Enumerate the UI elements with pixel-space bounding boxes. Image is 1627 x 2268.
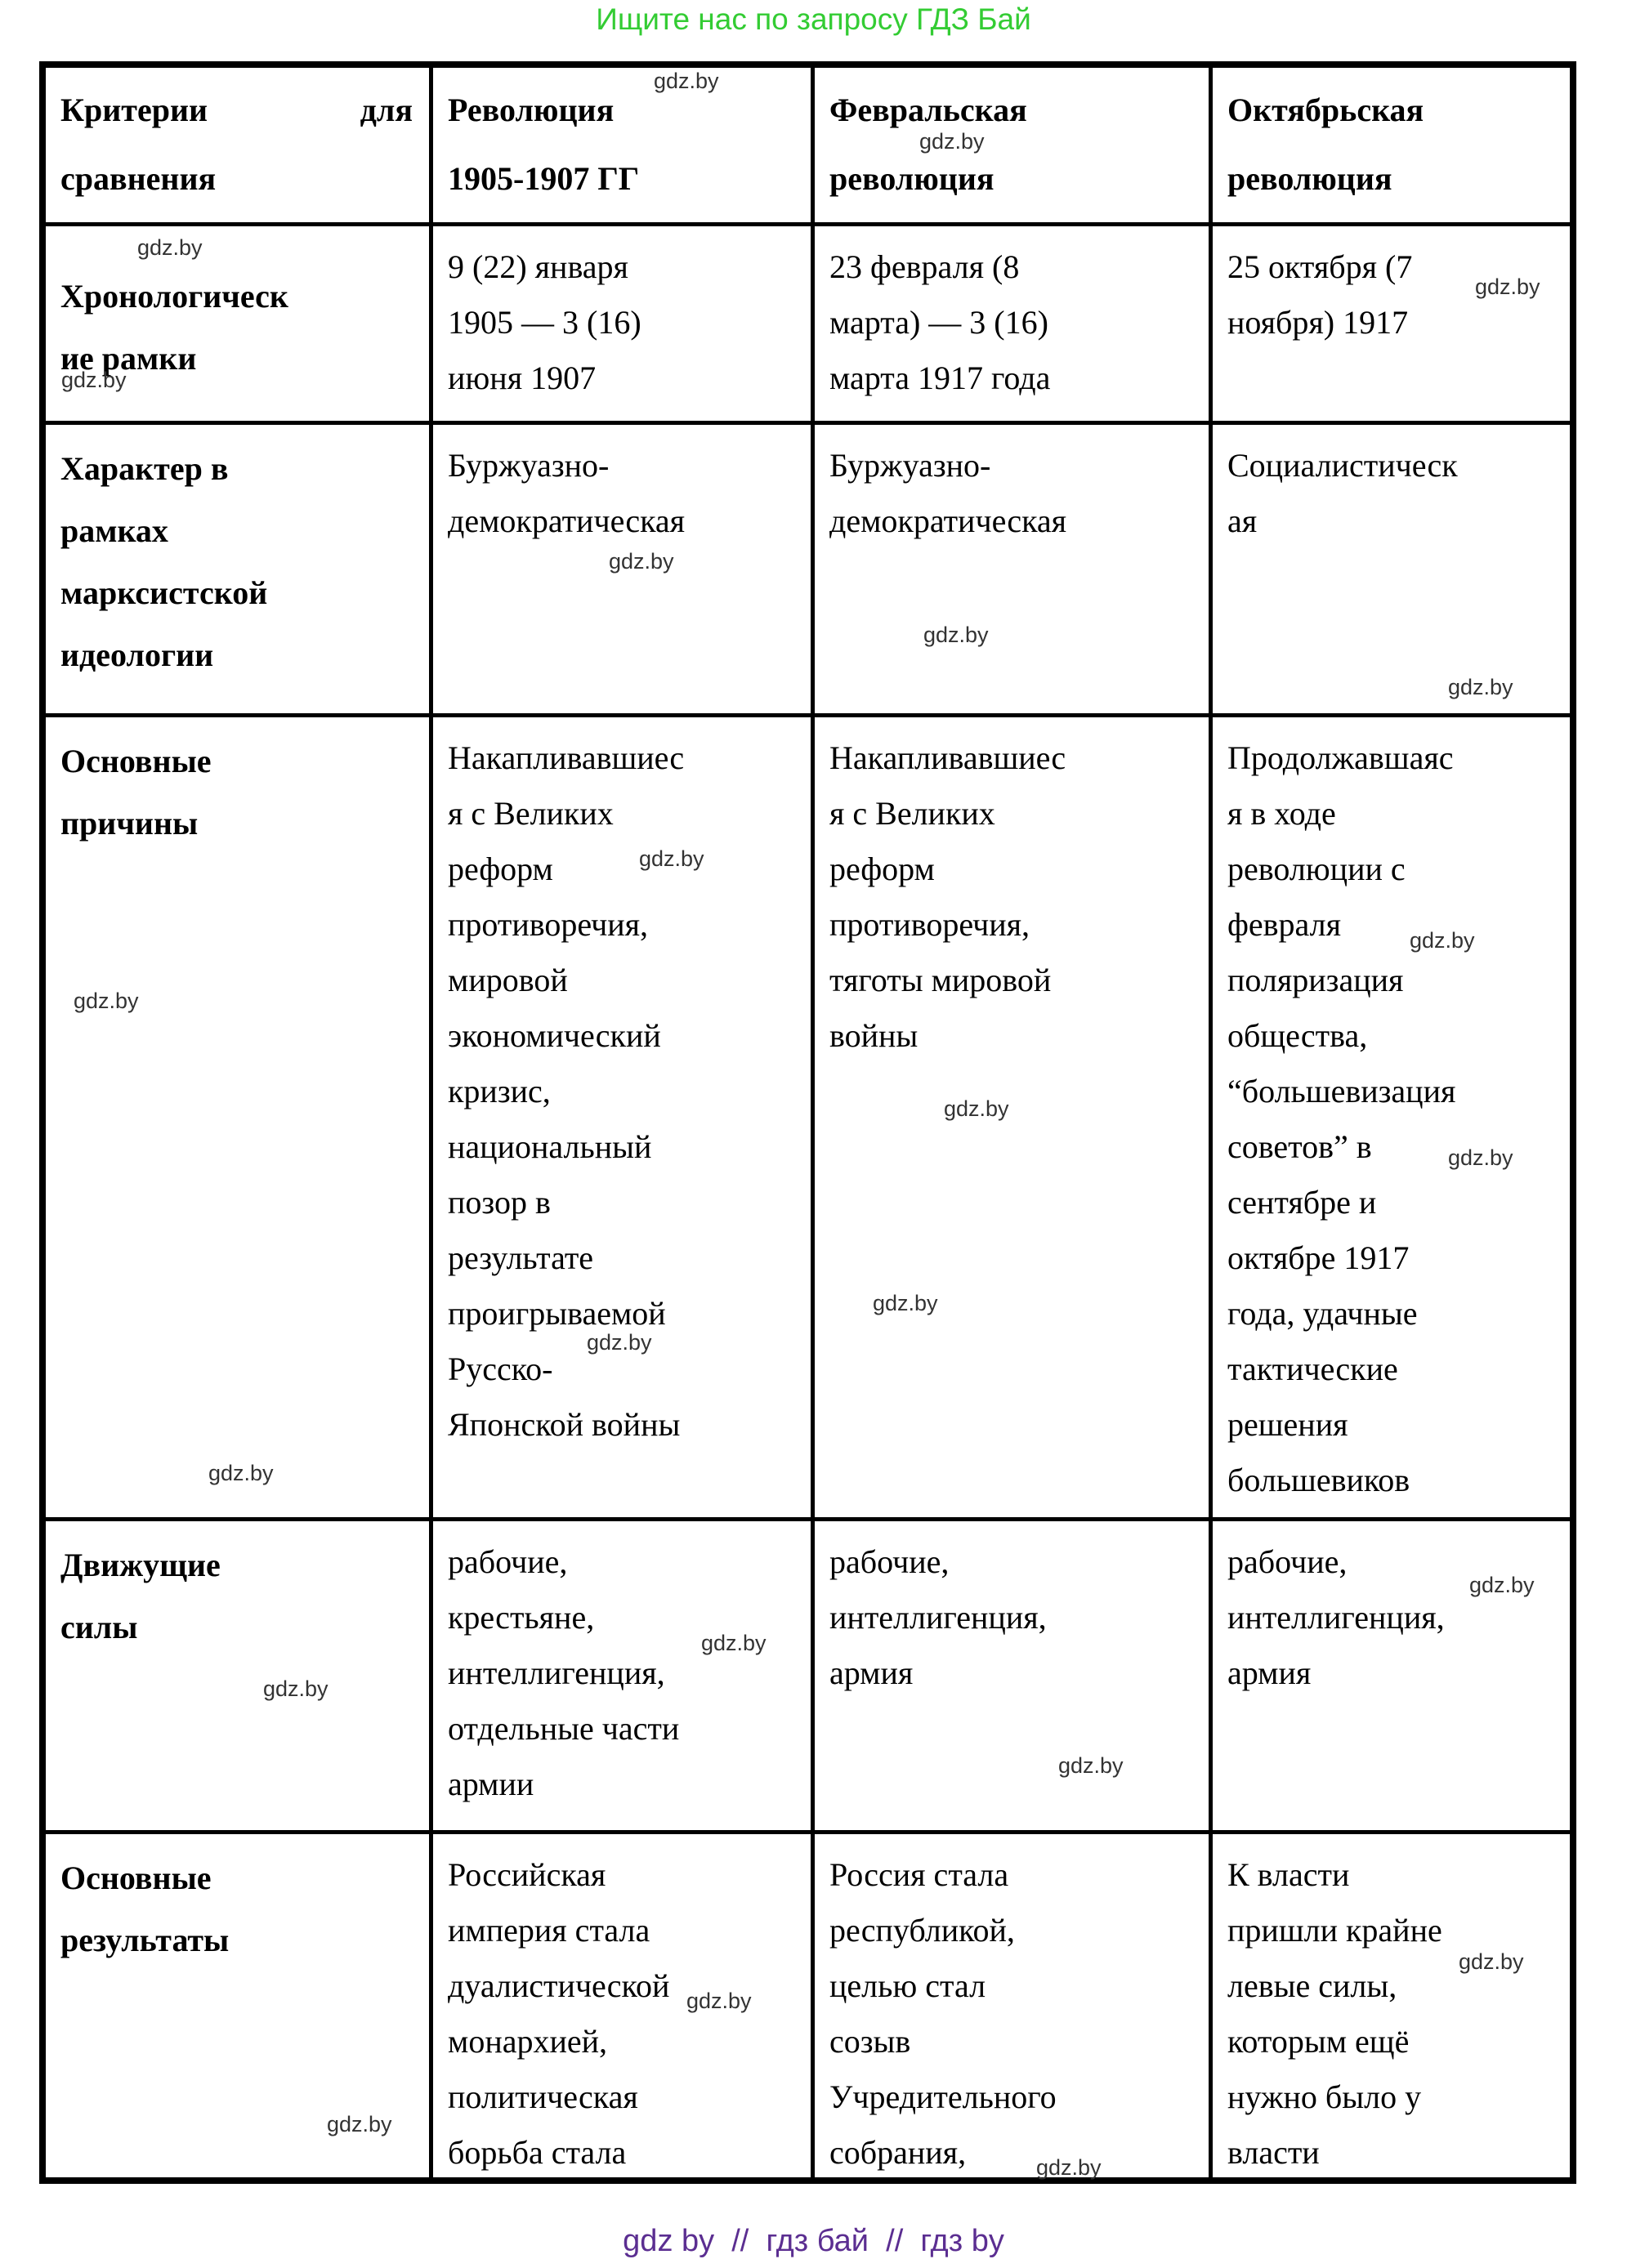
gdz-watermark: gdz.by: [61, 368, 127, 392]
cell-chronology-february: 23 февраля (8 марта) — 3 (16) марта 1917…: [815, 226, 1213, 425]
row-label-causes: Основные причины: [46, 717, 433, 1521]
header-cell-criteria: Критерии для сравнения: [46, 68, 433, 226]
cell-character-october: Социалистическ ая: [1213, 425, 1570, 717]
cell-forces-october: рабочие, интеллигенция, армия: [1213, 1521, 1570, 1834]
gdz-watermark: gdz.by: [701, 1631, 767, 1655]
row-label-results: Основные результаты: [46, 1834, 433, 2177]
footer-links-text: gdz by // гдз бай // гдз by: [623, 2224, 1004, 2258]
cell-character-february: Буржуазно- демократическая: [815, 425, 1213, 717]
row-label-chronology: Хронологическ ие рамки: [46, 226, 433, 425]
cell-causes-october: Продолжавшаяс я в ходе революции с февра…: [1213, 717, 1570, 1521]
cell-character-1905: Буржуазно- демократическая: [433, 425, 815, 717]
header-cell-october-revolution: Октябрьская революция: [1213, 68, 1570, 226]
gdz-watermark: gdz.by: [919, 129, 985, 154]
gdz-watermark: gdz.by: [944, 1096, 1009, 1121]
cell-forces-february: рабочие, интеллигенция, армия: [815, 1521, 1213, 1834]
gdz-watermark: gdz.by: [1459, 1949, 1524, 1974]
cell-forces-1905: рабочие, крестьяне, интеллигенция, отдел…: [433, 1521, 815, 1834]
row-label-character: Характер в рамках марксистской идеологии: [46, 425, 433, 717]
gdz-watermark: gdz.by: [587, 1330, 652, 1355]
gdz-watermark: gdz.by: [208, 1461, 274, 1485]
gdz-watermark: gdz.by: [137, 235, 203, 260]
gdz-watermark: gdz.by: [609, 549, 674, 574]
cell-results-october: К власти пришли крайне левые силы, котор…: [1227, 1856, 1442, 2171]
gdz-watermark: gdz.by: [639, 846, 704, 871]
gdz-watermark: gdz.by: [1058, 1753, 1124, 1778]
cell-causes-1905: Накапливавшиес я с Великих реформ против…: [433, 717, 815, 1521]
header-cell-revolution-1905: Революция 1905-1907 ГГ: [433, 68, 815, 226]
cell-causes-february: Накапливавшиес я с Великих реформ против…: [815, 717, 1213, 1521]
comparison-table: Критерии для сравнения Революция 1905-19…: [39, 61, 1576, 2184]
cell-chronology-october: 25 октября (7 ноября) 1917: [1213, 226, 1570, 425]
gdz-watermark: gdz.by: [1475, 275, 1540, 299]
row-label-forces: Движущие силы: [46, 1521, 433, 1834]
gdz-watermark: gdz.by: [923, 623, 989, 647]
cell-chronology-1905: 9 (22) января 1905 — 3 (16) июня 1907: [433, 226, 815, 425]
gdz-watermark: gdz.by: [1410, 928, 1475, 953]
gdz-watermark: gdz.by: [327, 2112, 392, 2136]
gdz-watermark: gdz.by: [74, 989, 139, 1013]
cell-results-february: Россия стала республикой, целью стал соз…: [815, 1834, 1213, 2177]
gdz-watermark: gdz.by: [1448, 675, 1513, 699]
gdz-watermark: gdz.by: [686, 1989, 752, 2013]
gdz-watermark: gdz.by: [873, 1291, 938, 1315]
promo-banner-text: Ищите нас по запросу ГДЗ Бай: [596, 2, 1031, 36]
gdz-watermark: gdz.by: [1448, 1145, 1513, 1170]
gdz-watermark: gdz.by: [1469, 1573, 1535, 1597]
cell-results-1905: Российская империя стала дуалистической …: [433, 1834, 815, 2177]
gdz-watermark: gdz.by: [1036, 2155, 1102, 2180]
gdz-watermark: gdz.by: [654, 69, 719, 93]
header-cell-february-revolution: Февральская революция: [815, 68, 1213, 226]
gdz-watermark: gdz.by: [263, 1676, 329, 1701]
